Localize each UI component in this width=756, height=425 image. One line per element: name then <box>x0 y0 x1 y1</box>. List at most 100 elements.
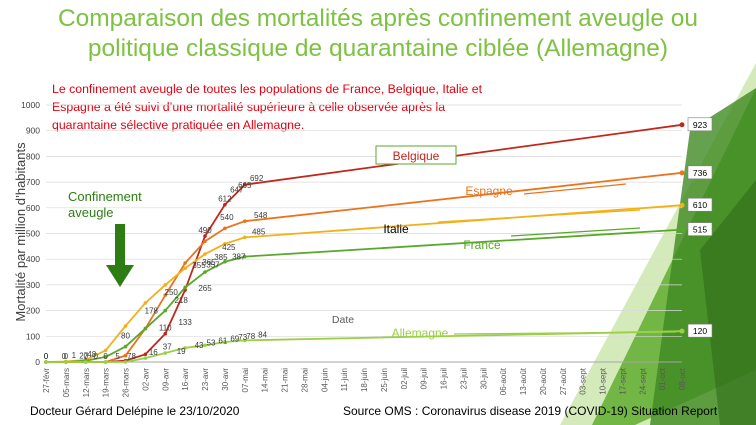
x-tick-10-sept: 10-sept <box>599 367 608 394</box>
chart-grid <box>46 104 682 337</box>
end-label-espagne: 736 <box>693 168 707 178</box>
series-line-allemagne <box>46 330 683 363</box>
series-point-allemagne-9 <box>223 340 227 344</box>
y-tick-1000: 1000 <box>21 100 40 110</box>
confinement-arrow-group: Confinement aveugle <box>68 189 142 287</box>
series-point-espagne-4 <box>123 353 128 358</box>
y-tick-300: 300 <box>26 280 40 290</box>
y-axis-label: Mortalité par million d’habitants <box>13 142 28 322</box>
series-point-italie-9 <box>223 241 227 246</box>
series-point-espagne-9 <box>223 226 227 231</box>
data-label-italie-4: 365 <box>202 258 216 267</box>
series-point-france-10 <box>242 254 247 259</box>
y-tick-100: 100 <box>26 331 40 341</box>
arrow-label-line2: aveugle <box>68 205 114 220</box>
series-name-box-belgique <box>375 145 457 165</box>
x-tick-16-juil: 16-juil <box>440 368 449 390</box>
x-tick-08-oct: 08-oct <box>678 367 687 390</box>
x-tick-07-mai: 07-mai <box>241 368 250 393</box>
series-point-france-7 <box>183 285 187 290</box>
series-point-france-5 <box>143 326 148 331</box>
series-point-espagne-10 <box>242 219 247 223</box>
author-credit: Docteur Gérard Delépine le 23/10/2020 <box>30 404 240 418</box>
end-point-italie <box>679 202 685 208</box>
end-label-allemagne: 120 <box>693 326 707 336</box>
series-point-france-3 <box>103 355 108 359</box>
series-point-france-8 <box>203 270 207 274</box>
data-label-allemagne-7: 53 <box>207 338 216 347</box>
end-point-france <box>679 227 685 233</box>
series-point-italie-5 <box>143 301 148 305</box>
series-point-allemagne-6 <box>163 351 168 355</box>
series-point-italie-3 <box>103 348 108 353</box>
data-label-france-4: 357 <box>206 260 220 269</box>
series-point-belgique-6 <box>163 331 168 336</box>
data-label-belgique-3: 0 <box>103 352 108 361</box>
y-tick-labels: 0 100 200 300 400 500 600 700 800 900 1000 <box>21 100 40 367</box>
end-label-box-belgique <box>687 117 713 132</box>
data-label-belgique-7: 612 <box>218 195 232 204</box>
data-label-italie-2: 250 <box>165 288 179 297</box>
x-tick-labels: 27-févr 05-mars 12-mars 19-mars 26-mars 02-av… <box>42 367 687 397</box>
y-tick-500: 500 <box>26 229 40 239</box>
x-tick-09-avr: 09-avr <box>161 368 170 391</box>
data-label-belgique-4: 80 <box>121 331 130 340</box>
data-label-espagne-2: 178 <box>145 306 159 315</box>
y-tick-400: 400 <box>26 254 40 264</box>
series-point-allemagne-5 <box>143 356 148 360</box>
data-label-france-3: 265 <box>198 284 212 293</box>
series-point-allemagne-7 <box>183 346 187 350</box>
end-label-france: 515 <box>693 225 707 235</box>
data-label-allemagne-12: 84 <box>258 330 267 339</box>
end-label-box-espagne <box>687 165 713 180</box>
series-point-allemagne-8 <box>203 343 207 348</box>
data-label-belgique-6: 490 <box>198 226 212 235</box>
x-tick-23-juil: 23-juil <box>459 368 468 390</box>
series-name-labels: Belgique Espagne Italie France Allemagne <box>375 145 677 340</box>
decorative-green-shapes <box>560 63 756 425</box>
x-tick-03-sept: 03-sept <box>579 367 588 394</box>
x-tick-25-juin: 25-juin <box>380 368 389 392</box>
x-tick-18-juin: 18-juin <box>360 368 369 392</box>
end-label-box-italie <box>687 197 713 212</box>
data-label-belgique-9: 665 <box>238 181 252 190</box>
series-point-italie-7 <box>183 266 187 270</box>
x-tick-05-mars: 05-mars <box>62 368 71 397</box>
end-point-belgique <box>679 122 685 128</box>
x-tick-23-avr: 23-avr <box>201 368 210 391</box>
data-label-italie-3: 355 <box>192 261 206 270</box>
data-label-allemagne-1: 5 <box>115 352 120 361</box>
data-label-belgique-2: 0 <box>84 352 89 361</box>
data-label-italie-5: 385 <box>214 253 228 262</box>
series-lines <box>44 122 685 364</box>
data-label-italie-7: 485 <box>252 227 266 236</box>
series-point-belgique-9 <box>223 202 227 207</box>
series-point-espagne-8 <box>203 239 207 244</box>
series-point-france-6 <box>163 308 168 313</box>
series-point-allemagne-4 <box>123 360 128 364</box>
series-point-belgique-10 <box>242 182 247 187</box>
data-label-france-2: 218 <box>174 296 188 305</box>
x-tick-09-juil: 09-juil <box>420 368 429 390</box>
data-label-belgique-10: 692 <box>250 174 264 183</box>
data-label-espagne-4: 548 <box>254 211 268 220</box>
x-tick-13-août: 13-août <box>519 367 528 395</box>
x-tick-30-juil: 30-juil <box>479 368 488 390</box>
data-label-allemagne-9: 69 <box>230 334 239 343</box>
series-point-allemagne-10 <box>242 338 247 343</box>
y-tick-900: 900 <box>26 126 40 136</box>
y-tick-700: 700 <box>26 177 40 187</box>
series-name-espagne: Espagne <box>465 184 513 198</box>
x-tick-27-févr: 27-févr <box>42 368 51 393</box>
data-label-belgique-5: 110 <box>159 324 172 333</box>
series-point-espagne-6 <box>163 293 168 297</box>
data-label-france-0: 27 <box>79 351 88 360</box>
data-label-allemagne-5: 19 <box>177 347 186 356</box>
data-label-espagne-0: 0 <box>44 352 49 361</box>
series-name-belgique: Belgique <box>393 149 440 163</box>
series-name-allemagne: Allemagne <box>392 326 449 340</box>
x-tick-20-août: 20-août <box>539 367 548 395</box>
x-tick-19-mars: 19-mars <box>102 368 111 397</box>
data-label-allemagne-6: 43 <box>195 341 204 350</box>
x-tick-17-sept: 17-sept <box>618 367 627 394</box>
